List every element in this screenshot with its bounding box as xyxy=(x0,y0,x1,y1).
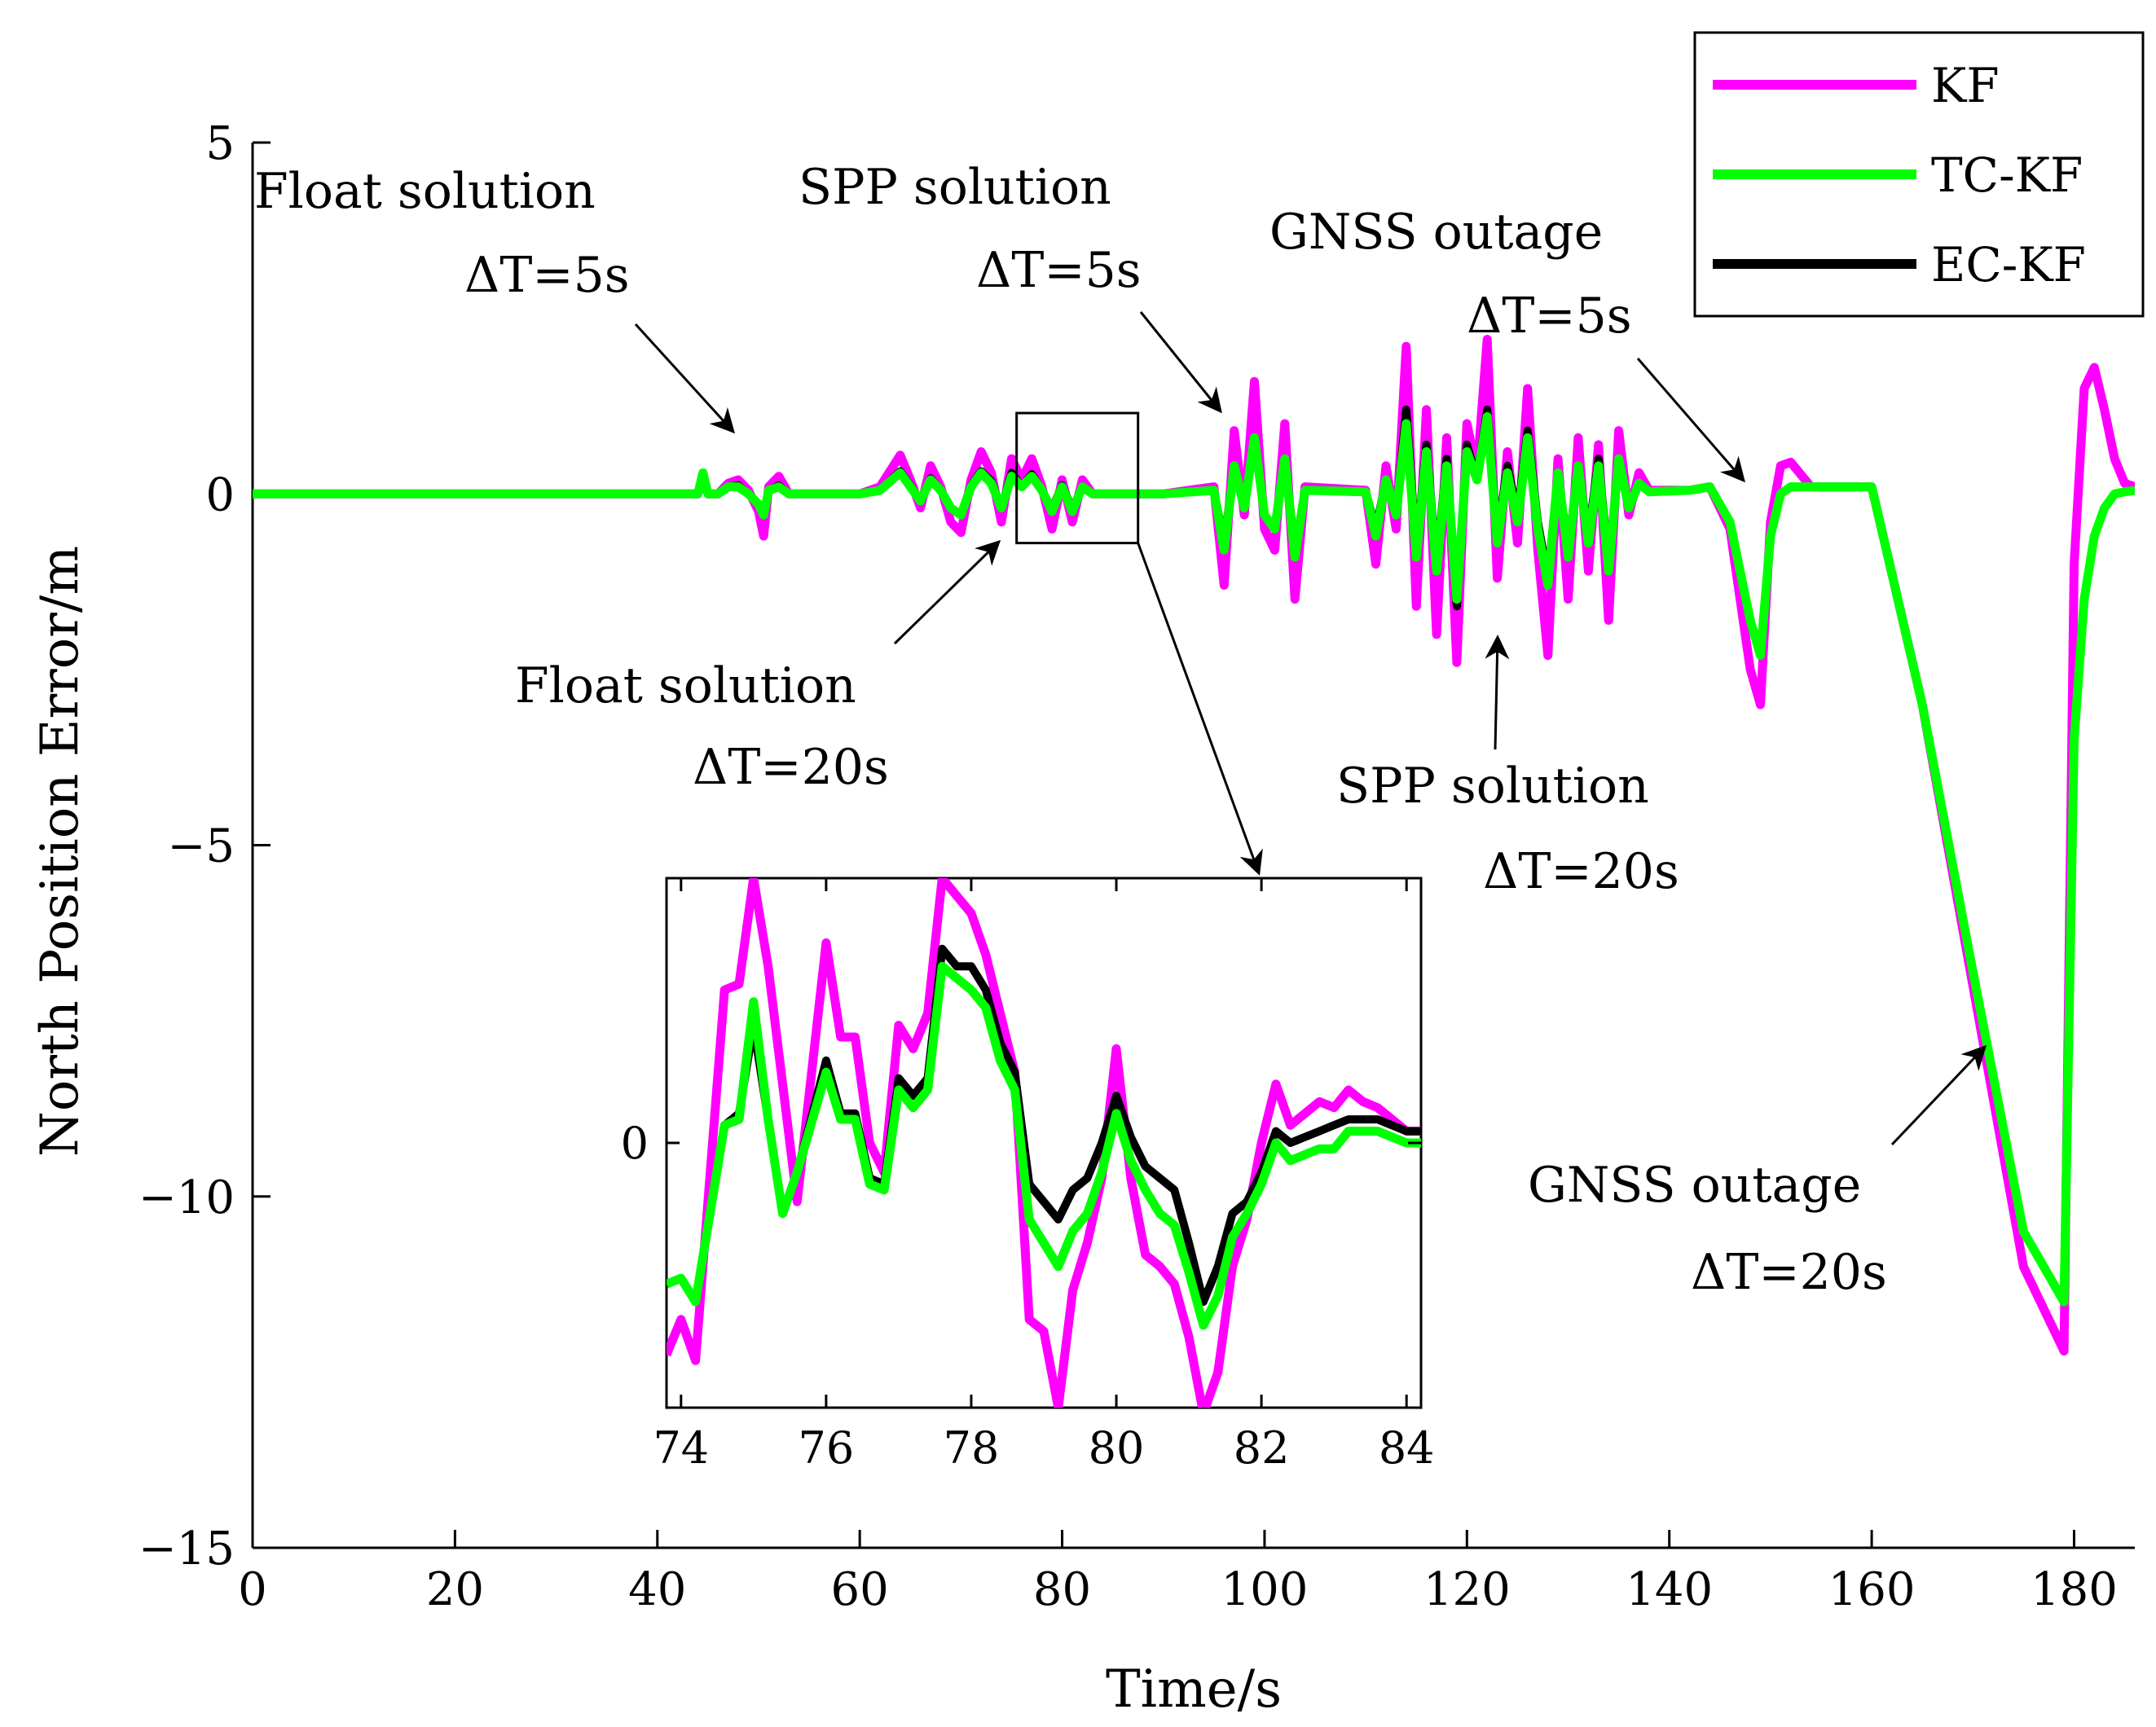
inset-y-tick-label: 0 xyxy=(621,1118,649,1169)
zoom-region-box xyxy=(1015,411,1140,545)
x-tick-label: 180 xyxy=(2031,1563,2118,1616)
annotation-spp20-line2: ΔT=20s xyxy=(1483,843,1679,900)
inset-x-tick-label: 76 xyxy=(799,1422,855,1474)
annotation-float20-line2: ΔT=20s xyxy=(693,739,889,796)
x-tick-label: 60 xyxy=(831,1563,889,1616)
annotation-gnss5-line1: GNSS outage xyxy=(1269,204,1603,261)
series-line-tc-kf xyxy=(253,411,2135,1307)
legend-label-ec-kf: EC-KF xyxy=(1931,237,2086,292)
y-tick-label: 0 xyxy=(205,468,235,521)
inset-zoom-plot: 74 76 78 80 82 84 0 xyxy=(621,877,1435,1474)
x-tick-label: 0 xyxy=(238,1563,267,1616)
x-tick-label: 100 xyxy=(1221,1563,1308,1616)
y-tick-label: −5 xyxy=(167,820,235,873)
y-axis-title: North Position Error/m xyxy=(30,546,90,1157)
x-tick-label: 20 xyxy=(426,1563,484,1616)
inset-x-tick-label: 78 xyxy=(944,1422,1000,1474)
annotation-spp5-line2: ΔT=5s xyxy=(976,242,1142,299)
x-tick-label: 40 xyxy=(628,1563,686,1616)
annotation-spp20-line1: SPP solution xyxy=(1336,758,1649,815)
annotation-float5-line1: Float solution xyxy=(254,163,596,220)
x-tick-label: 80 xyxy=(1033,1563,1091,1616)
zoom-connector-arrow xyxy=(1137,543,1263,876)
inset-series-line-tc-kf xyxy=(667,961,1421,1330)
legend: KF TC-KF EC-KF xyxy=(1693,31,2145,318)
arrow-spp5 xyxy=(1139,311,1222,414)
annotations: Float solution ΔT=5s SPP solution ΔT=5s … xyxy=(254,159,1987,1301)
inset-x-tick-label: 74 xyxy=(653,1422,709,1474)
arrow-float5 xyxy=(634,323,736,434)
inset-x-tick-label: 82 xyxy=(1234,1422,1290,1474)
y-tick-label: −10 xyxy=(139,1171,235,1224)
legend-label-tc-kf: TC-KF xyxy=(1931,147,2083,203)
arrow-float20 xyxy=(893,539,1001,645)
annotation-gnss20-line2: ΔT=20s xyxy=(1691,1244,1887,1301)
y-tick-label: −15 xyxy=(139,1523,235,1575)
arrow-gnss5 xyxy=(1636,358,1745,483)
x-axis-title: Time/s xyxy=(1106,1659,1282,1720)
arrow-spp20 xyxy=(1485,635,1510,750)
inset-x-tick-label: 84 xyxy=(1379,1422,1435,1474)
x-tick-label: 160 xyxy=(1828,1563,1916,1616)
arrow-gnss20 xyxy=(1890,1044,1987,1146)
annotation-gnss5-line2: ΔT=5s xyxy=(1467,288,1632,345)
x-tick-label: 140 xyxy=(1626,1563,1713,1616)
legend-label-kf: KF xyxy=(1931,58,2000,113)
x-tick-label: 120 xyxy=(1423,1563,1511,1616)
annotation-gnss20-line1: GNSS outage xyxy=(1528,1157,1861,1214)
annotation-float20-line1: Float solution xyxy=(515,657,856,714)
annotation-float5-line2: ΔT=5s xyxy=(464,247,630,304)
annotation-spp5-line1: SPP solution xyxy=(799,159,1111,216)
main-axes: 0 20 40 60 80 100 120 140 160 180 5 0 −5 −10 −15 xyxy=(139,117,2135,1616)
inset-x-tick-label: 80 xyxy=(1089,1422,1145,1474)
y-tick-label: 5 xyxy=(205,117,235,170)
